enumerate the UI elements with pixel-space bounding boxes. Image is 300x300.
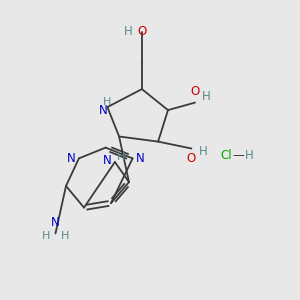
Text: N: N [51,216,60,229]
Text: H: H [245,148,254,162]
Text: N: N [103,154,112,167]
Text: —: — [232,148,244,162]
Text: H: H [103,97,112,107]
Text: H: H [42,231,50,242]
Text: N: N [67,152,75,165]
Text: H: H [117,152,126,162]
Text: O: O [187,152,196,164]
Text: N: N [136,152,145,165]
Text: H: H [202,90,211,103]
Text: H: H [61,231,69,242]
Text: O: O [190,85,200,98]
Text: H: H [198,145,207,158]
Text: Cl: Cl [220,148,232,162]
Text: O: O [137,25,146,38]
Text: N: N [99,103,107,117]
Text: H: H [124,25,133,38]
